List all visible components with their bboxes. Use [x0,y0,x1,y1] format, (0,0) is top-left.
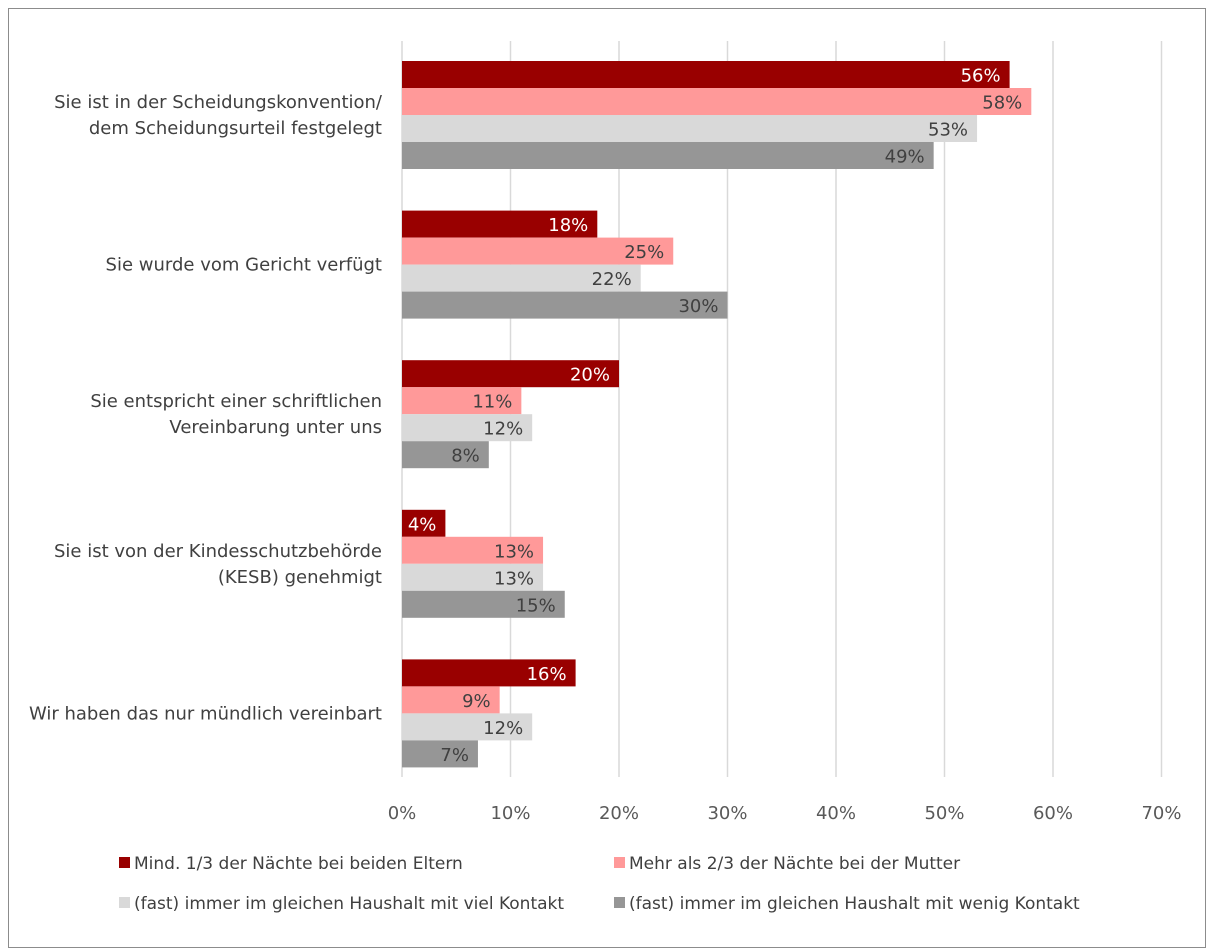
bar [402,88,1032,115]
data-label: 11% [472,392,512,413]
data-label: 22% [592,269,632,290]
x-tick-label: 20% [599,803,639,824]
data-label: 13% [494,541,534,562]
data-label: 30% [678,296,718,317]
bar-chart: 56%58%53%49%18%25%22%30%20%11%12%8%4%13%… [29,41,1182,914]
data-label: 15% [516,595,556,616]
bar [402,536,544,564]
data-label: 53% [928,120,968,141]
bar [402,264,641,292]
data-label: 9% [462,691,491,712]
legend-label: (fast) immer im gleichen Haushalt mit we… [629,894,1080,914]
legend-label: Mehr als 2/3 der Nächte bei der Mutter [629,854,960,874]
x-tick-label: 30% [707,803,747,824]
bar [402,291,728,319]
bar [402,237,674,265]
bar [402,414,533,442]
x-tick-label: 40% [816,803,856,824]
legend-swatch [614,897,625,908]
legend: Mind. 1/3 der Nächte bei beiden Eltern Me… [119,854,1080,914]
data-label: 49% [885,147,925,168]
legend-label: Mind. 1/3 der Nächte bei beiden Eltern [134,854,463,874]
data-label: 4% [408,514,437,535]
bar [402,686,500,714]
bar [402,563,544,591]
data-label: 20% [570,365,610,386]
bar [402,509,446,537]
category-label: Wir haben das nur mündlich vereinbart [29,703,382,724]
data-label: 18% [548,215,588,236]
data-label: 12% [483,419,523,440]
x-tick-label: 0% [388,803,417,824]
data-label: 25% [624,242,664,263]
legend-swatch [614,857,625,868]
x-tick-label: 60% [1033,803,1073,824]
legend-label: (fast) immer im gleichen Haushalt mit vi… [134,894,564,914]
legend-swatch [119,897,130,908]
bars: 56%58%53%49%18%25%22%30%20%11%12%8%4%13%… [402,61,1032,768]
data-label: 13% [494,568,534,589]
category-labels: Sie ist in der Scheidungskonvention/dem … [29,92,383,724]
data-label: 12% [483,718,523,739]
bar [402,210,598,238]
category-label: dem Scheidungsurteil festgelegt [89,118,382,139]
bar [402,740,478,768]
data-label: 56% [961,66,1001,87]
data-label: 7% [440,745,469,766]
data-label: 16% [527,664,567,685]
bar [402,659,576,687]
bar [402,142,934,169]
category-label: Vereinbarung unter uns [169,417,382,438]
category-label: (KESB) genehmigt [218,567,382,588]
bar [402,713,533,741]
bar [402,441,489,469]
bar [402,387,522,415]
bar [402,590,565,618]
category-label: Sie wurde vom Gericht verfügt [106,255,382,276]
chart-frame: 56% 58% 53% 49% 18% 25% 22% 30% 20% 11% 12% 8% 4% 13%… [8,8,1206,948]
data-label: 58% [982,93,1022,114]
bar [402,115,978,142]
x-axis-ticks: 0% 10% 20% 30% 40% 50% 60% 70% [388,803,1182,824]
x-tick-label: 10% [490,803,530,824]
x-tick-label: 50% [924,803,964,824]
data-label: 8% [451,446,480,467]
legend-swatch [119,857,130,868]
x-tick-label: 70% [1141,803,1181,824]
category-label: Sie ist in der Scheidungskonvention/ [54,92,383,113]
bar [402,360,619,388]
bar [402,61,1010,88]
category-label: Sie ist von der Kindesschutzbehörde [54,541,382,562]
category-label: Sie entspricht einer schriftlichen [90,391,382,412]
